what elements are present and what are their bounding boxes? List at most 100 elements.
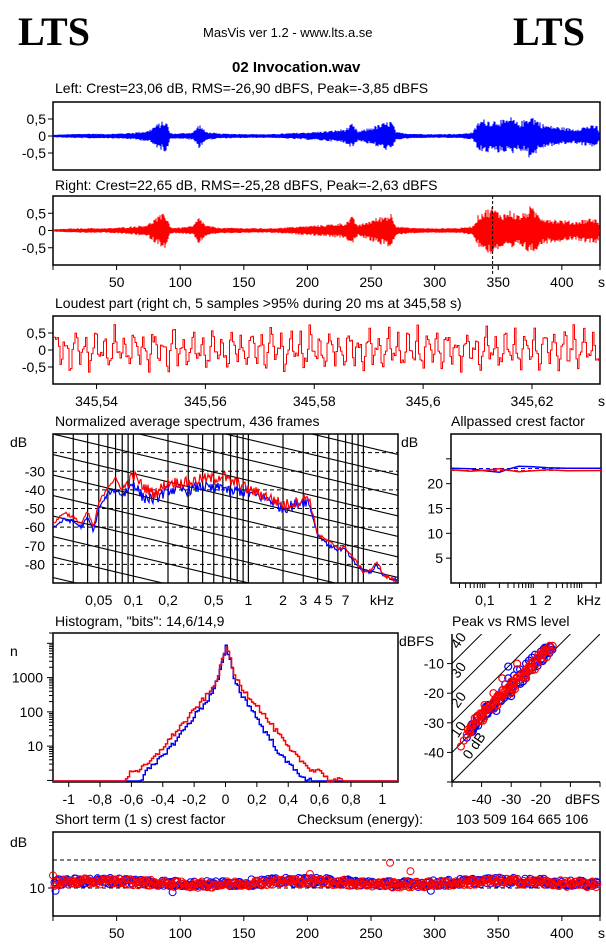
loudest-part-xunit-label: s xyxy=(598,393,605,409)
short-term-crest-right-point xyxy=(437,876,445,885)
peak-vs-rms-title: Peak vs RMS level xyxy=(452,613,570,629)
spectrum-slope-line xyxy=(53,515,338,583)
peak-vs-rms-crest-line xyxy=(452,634,512,694)
short-term-crest-right-point xyxy=(589,881,598,889)
right-waveform-ytick-label: 0 xyxy=(38,223,46,239)
spectrum-slope-line xyxy=(53,619,398,701)
spectrum-ytick-label: -60 xyxy=(25,519,45,535)
peak-vs-rms-ytick-label: -20 xyxy=(424,685,444,701)
histogram-ytick-label: 100 xyxy=(20,704,44,720)
short-term-crest-right-point xyxy=(159,880,168,888)
short-term-crest-xunit-label: s xyxy=(598,925,605,941)
short-term-crest-right-point xyxy=(461,879,469,888)
histogram-xtick-label: 0,4 xyxy=(278,791,298,807)
spectrum-slope-line xyxy=(53,598,398,680)
peak-vs-rms-right-point xyxy=(480,705,490,714)
file-name: 02 Invocation.wav xyxy=(232,59,361,76)
right-waveform-ytick-label: -0,5 xyxy=(22,240,46,256)
short-term-crest-right-point xyxy=(271,878,280,887)
allpassed-crest-chart: 20 15 10 5 dB 0,1 1 2 kHz xyxy=(401,433,602,608)
spectrum-chart: dB -30 -40 -50 -60 -70 -80 0,05 0,1 0,2 0,5 1 2 3 4 5 7 k… xyxy=(10,433,399,701)
histogram-ytick-label: 1000 xyxy=(12,670,43,686)
spectrum-ytick-label: -70 xyxy=(25,538,45,554)
short-term-crest-right-point xyxy=(245,882,253,891)
peak-vs-rms-right-point xyxy=(540,645,549,655)
short-term-crest-right-point xyxy=(373,880,382,888)
spectrum-title: Normalized average spectrum, 436 frames xyxy=(55,413,320,429)
loudest-part-title: Loudest part (right ch, 5 samples >95% d… xyxy=(55,295,462,311)
spectrum-ytick-label: -30 xyxy=(25,463,45,479)
spectrum-xtick-label: 0,2 xyxy=(158,592,178,608)
allpassed-crest-ytick-label: 20 xyxy=(427,476,443,492)
checksum-value: 103 509 164 665 106 xyxy=(456,811,589,827)
peak-vs-rms-right-point xyxy=(491,700,500,709)
spectrum-xtick-label: 0,5 xyxy=(204,592,224,608)
short-term-crest-right-point xyxy=(331,881,340,889)
loudest-part-line xyxy=(54,324,599,373)
spectrum-xtick-label: 0,1 xyxy=(124,592,144,608)
short-term-crest-frame xyxy=(52,831,601,917)
right-waveform-xtick-label: 350 xyxy=(487,274,511,290)
spectrum-slope-line xyxy=(53,494,398,578)
short-term-crest-right-point xyxy=(467,875,476,884)
logo-right: LTS xyxy=(513,9,585,54)
spectrum-slope-line xyxy=(53,535,252,583)
loudest-part-ytick-label: 0 xyxy=(38,342,46,358)
spectrum-slope-line xyxy=(53,474,398,558)
short-term-crest-xtick-label: 200 xyxy=(296,925,320,941)
spectrum-slope-line xyxy=(53,453,398,537)
short-term-crest-right-point xyxy=(96,880,104,889)
peak-vs-rms-xtick-label: -30 xyxy=(501,791,521,807)
spectrum-slope-line xyxy=(223,434,398,476)
short-term-crest-ytick-label: 10 xyxy=(29,880,45,896)
short-term-crest-xtick-label: 300 xyxy=(423,925,447,941)
short-term-crest-xtick-label: 250 xyxy=(359,925,383,941)
right-waveform-xtick-label: 50 xyxy=(109,274,125,290)
loudest-part-xtick-label: 345,6 xyxy=(406,393,441,409)
peak-vs-rms-right-point xyxy=(488,699,498,708)
spectrum-xtick-label: 2 xyxy=(279,592,287,608)
peak-vs-rms-crest-label: 30 xyxy=(447,659,469,681)
spectrum-right-line xyxy=(53,469,398,583)
allpassed-crest-xtick-label: 1 xyxy=(529,592,537,608)
spectrum-ylabel: dB xyxy=(10,434,27,450)
spectrum-xlabel: kHz xyxy=(370,592,394,608)
allpassed-crest-title: Allpassed crest factor xyxy=(451,413,585,429)
short-term-crest-right-point xyxy=(386,858,395,867)
short-term-crest-right-point xyxy=(63,876,71,885)
spectrum-ytick-label: -50 xyxy=(25,501,45,517)
right-waveform-xtick-label: 300 xyxy=(423,274,447,290)
loudest-part-xtick-label: 345,58 xyxy=(293,393,336,409)
histogram-ytick-label: 10 xyxy=(27,738,43,754)
short-term-crest-right-point xyxy=(405,883,413,892)
spectrum-slope-line xyxy=(136,434,398,496)
loudest-part-xtick-label: 345,54 xyxy=(75,393,118,409)
spectrum-xtick-label: 4 xyxy=(314,592,322,608)
peak-vs-rms-right-point xyxy=(470,714,479,723)
allpassed-crest-ytick-label: 10 xyxy=(427,525,443,541)
short-term-crest-right-point xyxy=(466,881,475,890)
loudest-part-ytick-label: -0,5 xyxy=(22,359,46,375)
short-term-crest-right-point xyxy=(203,883,211,892)
short-term-crest-right-point xyxy=(566,879,575,888)
allpassed-crest-xtick-label: 0,1 xyxy=(475,592,495,608)
histogram-xtick-label: -0,6 xyxy=(119,791,143,807)
short-term-crest-right-point xyxy=(204,879,212,888)
short-term-crest-right-point xyxy=(128,876,136,885)
short-term-crest-right-point xyxy=(260,877,268,885)
short-term-crest-right-point xyxy=(78,876,87,885)
right-waveform-xtick-label: 100 xyxy=(169,274,193,290)
logo-left: LTS xyxy=(18,9,90,54)
peak-vs-rms-right-point xyxy=(494,690,503,700)
histogram-ylabel: n xyxy=(10,643,18,659)
left-waveform-ytick-label: 0 xyxy=(38,128,46,144)
short-term-crest-right-point xyxy=(126,875,135,883)
peak-vs-rms-right-point xyxy=(475,709,485,718)
short-term-crest-right-point xyxy=(406,867,415,876)
short-term-crest-xtick-label: 400 xyxy=(550,925,574,941)
loudest-part-xtick-label: 345,56 xyxy=(184,393,227,409)
allpassed-crest-right-line xyxy=(450,468,602,473)
loudest-part-xtick-label: 345,62 xyxy=(511,393,554,409)
peak-vs-rms-ylabel: dBFS xyxy=(399,633,434,649)
